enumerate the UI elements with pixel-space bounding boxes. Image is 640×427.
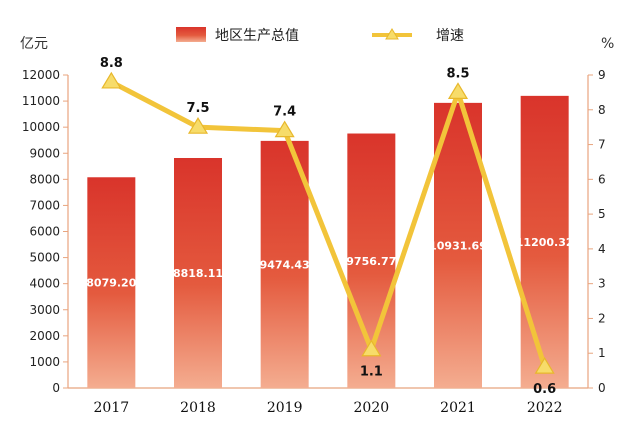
gdp-bar xyxy=(87,177,136,388)
right-tick-label: 9 xyxy=(598,68,606,82)
growth-rate-marker xyxy=(361,339,382,357)
growth-rate-value-label: 8.5 xyxy=(446,66,469,81)
x-tick-label: 2021 xyxy=(440,400,476,416)
gdp-bar xyxy=(174,157,222,388)
gdp-bar xyxy=(260,140,309,388)
right-axis-ticks: 0 1 2 3 4 5 6 7 8 9 xyxy=(588,68,606,395)
x-tick-label: 2020 xyxy=(354,400,390,416)
right-tick-label: 8 xyxy=(598,103,606,117)
growth-rate-value-label: 0.6 xyxy=(533,382,556,397)
legend-line-label: 增速 xyxy=(436,28,464,44)
right-tick-label: 3 xyxy=(598,277,606,291)
right-tick-label: 5 xyxy=(598,207,606,221)
left-tick-label: 2000 xyxy=(29,329,60,343)
gdp-bar-labels: 8079.20 8818.11 9474.43 9756.77 10931.69 1120… xyxy=(86,236,573,290)
gdp-bar-value-label: 9756.77 xyxy=(346,255,396,268)
right-tick-label: 7 xyxy=(598,138,606,152)
left-tick-label: 10000 xyxy=(22,120,60,134)
right-tick-label: 4 xyxy=(598,242,606,256)
growth-rate-marker xyxy=(447,82,469,99)
x-tick-label: 2022 xyxy=(527,400,563,416)
left-tick-label: 1000 xyxy=(29,355,60,369)
left-tick-label: 5000 xyxy=(29,251,60,265)
growth-rate-polyline xyxy=(110,79,548,368)
gdp-bar-value-label: 8818.11 xyxy=(173,267,223,280)
legend-line-marker xyxy=(385,28,399,40)
left-tick-label: 4000 xyxy=(29,277,60,291)
gdp-bar-value-label: 11200.32 xyxy=(516,236,574,249)
legend: 地区生产总值 增速 xyxy=(176,27,464,44)
left-axis-unit: 亿元 xyxy=(20,36,48,52)
left-tick-label: 9000 xyxy=(29,146,60,160)
left-tick-label: 7000 xyxy=(29,198,60,212)
gdp-bar-value-label: 9474.43 xyxy=(260,258,310,271)
left-tick-label: 0 xyxy=(52,381,60,395)
right-tick-label: 2 xyxy=(598,311,606,325)
growth-rate-value-label: 1.1 xyxy=(360,365,383,380)
left-tick-label: 8000 xyxy=(29,172,60,186)
growth-rate-value-label: 7.5 xyxy=(186,101,209,116)
gdp-bar-value-label: 10931.69 xyxy=(429,239,487,252)
right-tick-label: 1 xyxy=(598,346,606,360)
right-tick-label: 6 xyxy=(598,172,606,186)
x-tick-label: 2019 xyxy=(267,400,303,416)
growth-rate-marker xyxy=(187,117,209,134)
growth-rate-line xyxy=(101,71,555,374)
right-tick-label: 0 xyxy=(598,381,606,395)
left-tick-label: 12000 xyxy=(22,68,60,82)
left-axis-ticks: 0 1000 2000 3000 4000 5000 6000 7000 8000 9000 100… xyxy=(22,68,68,395)
left-tick-label: 11000 xyxy=(22,94,60,108)
left-tick-label: 3000 xyxy=(29,303,60,317)
growth-rate-marker xyxy=(274,120,295,138)
legend-bar-label: 地区生产总值 xyxy=(215,28,299,44)
growth-rate-value-label: 7.4 xyxy=(273,105,296,120)
gdp-bars xyxy=(87,95,569,389)
right-axis-unit: % xyxy=(601,36,614,52)
growth-rate-marker xyxy=(101,71,122,89)
gdp-bar xyxy=(520,95,569,388)
growth-rate-value-label: 8.8 xyxy=(100,56,123,71)
x-tick-label: 2018 xyxy=(180,400,216,416)
legend-bar-swatch xyxy=(176,27,206,42)
x-axis-ticks: 2017 2018 2019 2020 2021 2022 xyxy=(94,400,563,416)
gdp-bar-value-label: 8079.20 xyxy=(86,277,136,290)
left-tick-label: 6000 xyxy=(29,225,60,239)
x-tick-label: 2017 xyxy=(94,400,130,416)
growth-rate-labels: 8.8 7.5 7.4 1.1 8.5 0.6 xyxy=(100,56,556,397)
growth-rate-marker xyxy=(534,356,555,374)
